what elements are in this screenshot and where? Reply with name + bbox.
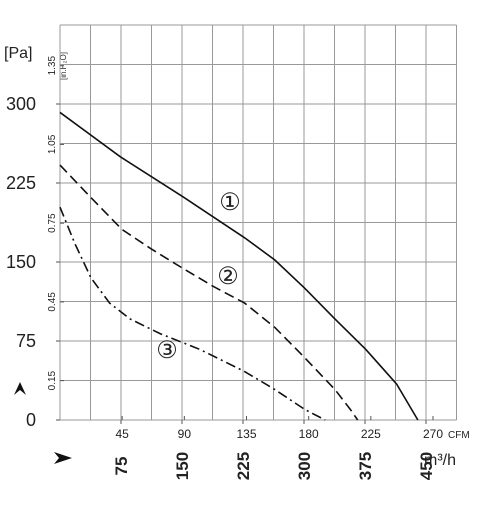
x2-tick-label: 270 xyxy=(423,427,443,441)
curve-label: ② xyxy=(217,263,239,290)
x-tick-label: 75 xyxy=(112,457,131,476)
arrow-up xyxy=(14,382,26,395)
x-tick-label: 375 xyxy=(356,452,375,480)
y-tick-label: 0 xyxy=(26,410,36,430)
curve xyxy=(59,164,359,421)
x2-tick-label: 135 xyxy=(236,427,256,441)
curve-label: ① xyxy=(219,189,241,216)
y-tick-label: 75 xyxy=(16,331,36,351)
x-unit: m³/h xyxy=(424,452,456,469)
x2-tick-label: 180 xyxy=(299,427,319,441)
y-tick-label: 300 xyxy=(6,94,36,114)
curve-label: ③ xyxy=(156,337,178,364)
x-tick-label: 150 xyxy=(173,452,192,480)
curve xyxy=(59,206,326,421)
x-tick-label: 225 xyxy=(234,452,253,480)
y2-tick-label: 0.15 xyxy=(47,370,58,390)
x2-tick-label: 45 xyxy=(115,427,129,441)
x2-unit: CFM xyxy=(448,430,470,441)
y2-tick-label: 1.35 xyxy=(47,56,58,76)
arrow-right xyxy=(54,452,72,464)
y2-tick-label: 1.05 xyxy=(47,134,58,154)
y-tick-label: 225 xyxy=(6,173,36,193)
x2-tick-label: 225 xyxy=(361,427,381,441)
y-tick-label: 150 xyxy=(6,252,36,272)
y-unit: [Pa] xyxy=(4,45,32,62)
x2-tick-label: 90 xyxy=(178,427,192,441)
x-tick-label: 300 xyxy=(295,452,314,480)
x-tick-label: 450 xyxy=(417,452,436,480)
curve xyxy=(59,111,419,421)
y2-tick-label: 0.45 xyxy=(47,292,58,312)
y2-tick-label: 0.75 xyxy=(47,213,58,233)
